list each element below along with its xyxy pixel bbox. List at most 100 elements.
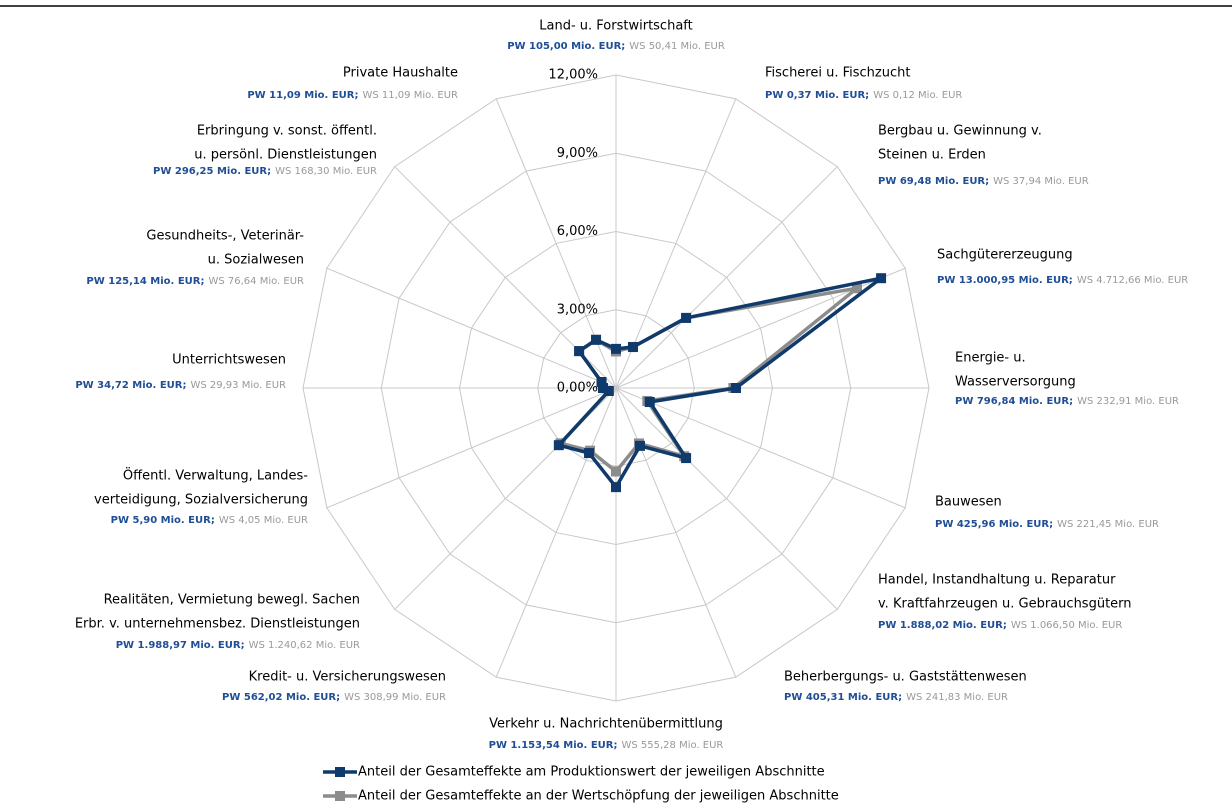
note-pw: PW 105,00 Mio. EUR; [507, 41, 625, 52]
note-pw: PW 125,14 Mio. EUR; [86, 276, 204, 287]
legend-label: Anteil der Gesamteffekte an der Wertschö… [358, 789, 839, 804]
series-marker [681, 312, 692, 323]
series-marker [627, 342, 638, 353]
note-pw: PW 1.988,97 Mio. EUR; [116, 640, 245, 651]
category-label: Öffentl. Verwaltung, Landes- [123, 467, 308, 484]
note-ws: WS 1.240,62 Mio. EUR [249, 640, 360, 651]
r-tick-label: 3,00% [557, 302, 598, 317]
series-marker [603, 385, 614, 396]
category-label: Unterrichtswesen [172, 353, 286, 368]
category-note: PW 405,31 Mio. EUR; WS 241,83 Mio. EUR [784, 692, 1008, 703]
grid-ring [302, 74, 930, 702]
category-label: Realitäten, Vermietung bewegl. Sachen [104, 593, 360, 608]
category-note: PW 296,25 Mio. EUR; WS 168,30 Mio. EUR [153, 166, 377, 177]
category-note: PW 5,90 Mio. EUR; WS 4,05 Mio. EUR [111, 515, 308, 526]
note-ws: WS 168,30 Mio. EUR [275, 166, 377, 177]
category-label: Energie- u. [955, 351, 1026, 366]
note-pw: PW 405,31 Mio. EUR; [784, 692, 902, 703]
category-label: Fischerei u. Fischzucht [765, 66, 910, 81]
series-marker [591, 334, 602, 345]
legend-label: Anteil der Gesamteffekte am Produktionsw… [358, 765, 825, 780]
category-label: Verkehr u. Nachrichtenübermittlung [489, 717, 723, 732]
series-marker [876, 273, 887, 284]
category-label: Private Haushalte [343, 66, 458, 81]
series-marker [553, 440, 564, 451]
category-label: Erbringung v. sonst. öffentl. [197, 124, 377, 139]
note-pw: PW 11,09 Mio. EUR; [247, 90, 358, 101]
category-label: Bauwesen [935, 495, 1002, 510]
category-label: u. persönl. Dienstleistungen [194, 148, 377, 163]
category-note: PW 1.888,02 Mio. EUR; WS 1.066,50 Mio. EU… [878, 620, 1122, 631]
note-ws: WS 37,94 Mio. EUR [993, 176, 1089, 187]
note-pw: PW 69,48 Mio. EUR; [878, 176, 989, 187]
category-note: PW 11,09 Mio. EUR; WS 11,09 Mio. EUR [247, 90, 458, 101]
category-label: Beherbergungs- u. Gaststättenwesen [784, 670, 1027, 685]
r-tick-label: 0,00% [557, 381, 598, 396]
category-label: verteidigung, Sozialversicherung [94, 493, 308, 508]
category-label: Erbr. v. unternehmensbez. Dienstleistung… [75, 617, 360, 632]
series-marker [596, 377, 607, 388]
series-marker [611, 482, 621, 493]
note-pw: PW 0,37 Mio. EUR; [765, 90, 869, 101]
category-label: Wasserversorgung [955, 375, 1076, 390]
note-pw: PW 1.153,54 Mio. EUR; [489, 740, 618, 751]
category-label: Gesundheits-, Veterinär- [146, 229, 304, 244]
category-note: PW 105,00 Mio. EUR; WS 50,41 Mio. EUR [507, 41, 725, 52]
category-label: u. Sozialwesen [208, 253, 304, 268]
note-pw: PW 796,84 Mio. EUR; [955, 396, 1073, 407]
note-pw: PW 562,02 Mio. EUR; [222, 692, 340, 703]
series-marker [584, 448, 595, 459]
category-note: PW 0,37 Mio. EUR; WS 0,12 Mio. EUR [765, 90, 962, 101]
note-pw: PW 296,25 Mio. EUR; [153, 166, 271, 177]
category-label: Land- u. Forstwirtschaft [539, 19, 692, 34]
note-ws: WS 0,12 Mio. EUR [873, 90, 962, 101]
series-marker [730, 383, 741, 393]
category-note: PW 1.153,54 Mio. EUR; WS 555,28 Mio. EUR [489, 740, 724, 751]
note-ws: WS 11,09 Mio. EUR [362, 90, 458, 101]
note-ws: WS 221,45 Mio. EUR [1057, 519, 1159, 530]
grid-ring [537, 309, 695, 467]
category-label: Sachgütererzeugung [937, 248, 1073, 263]
note-ws: WS 555,28 Mio. EUR [621, 740, 723, 751]
category-note: PW 69,48 Mio. EUR; WS 37,94 Mio. EUR [878, 176, 1089, 187]
grid-ring [458, 230, 774, 546]
category-note: PW 13.000,95 Mio. EUR; WS 4.712,66 Mio. E… [937, 275, 1188, 286]
category-note: PW 34,72 Mio. EUR; WS 29,93 Mio. EUR [75, 380, 286, 391]
category-note: PW 796,84 Mio. EUR; WS 232,91 Mio. EUR [955, 396, 1179, 407]
category-note: PW 1.988,97 Mio. EUR; WS 1.240,62 Mio. EU… [116, 640, 360, 651]
category-note: PW 125,14 Mio. EUR; WS 76,64 Mio. EUR [86, 276, 304, 287]
note-ws: WS 29,93 Mio. EUR [190, 380, 286, 391]
series-marker [851, 283, 862, 294]
r-tick-label: 9,00% [557, 146, 598, 161]
series-marker [574, 346, 585, 357]
legend-marker [335, 791, 345, 801]
note-pw: PW 425,96 Mio. EUR; [935, 519, 1053, 530]
note-ws: WS 50,41 Mio. EUR [629, 41, 725, 52]
note-ws: WS 76,64 Mio. EUR [208, 276, 304, 287]
r-tick-label: 12,00% [548, 68, 598, 83]
note-ws: WS 1.066,50 Mio. EUR [1011, 620, 1122, 631]
note-pw: PW 1.888,02 Mio. EUR; [878, 620, 1007, 631]
category-label: Bergbau u. Gewinnung v. [878, 124, 1042, 139]
series-marker [611, 343, 621, 354]
note-ws: WS 4,05 Mio. EUR [219, 515, 308, 526]
category-label: Steinen u. Erden [878, 148, 986, 163]
note-pw: PW 5,90 Mio. EUR; [111, 515, 215, 526]
category-note: PW 562,02 Mio. EUR; WS 308,99 Mio. EUR [222, 692, 446, 703]
series-marker [597, 383, 608, 393]
series-marker [634, 440, 645, 451]
r-tick-label: 6,00% [557, 224, 598, 239]
note-ws: WS 241,83 Mio. EUR [906, 692, 1008, 703]
category-label: Kredit- u. Versicherungswesen [249, 670, 446, 685]
note-ws: WS 308,99 Mio. EUR [344, 692, 446, 703]
series-marker [681, 453, 692, 464]
category-label: v. Kraftfahrzeugen u. Gebrauchsgütern [878, 597, 1132, 612]
series-marker [644, 396, 655, 407]
category-note: PW 425,96 Mio. EUR; WS 221,45 Mio. EUR [935, 519, 1159, 530]
note-ws: WS 4.712,66 Mio. EUR [1077, 275, 1188, 286]
series-marker [611, 466, 621, 477]
note-pw: PW 34,72 Mio. EUR; [75, 380, 186, 391]
legend-marker [335, 767, 345, 777]
note-pw: PW 13.000,95 Mio. EUR; [937, 275, 1073, 286]
